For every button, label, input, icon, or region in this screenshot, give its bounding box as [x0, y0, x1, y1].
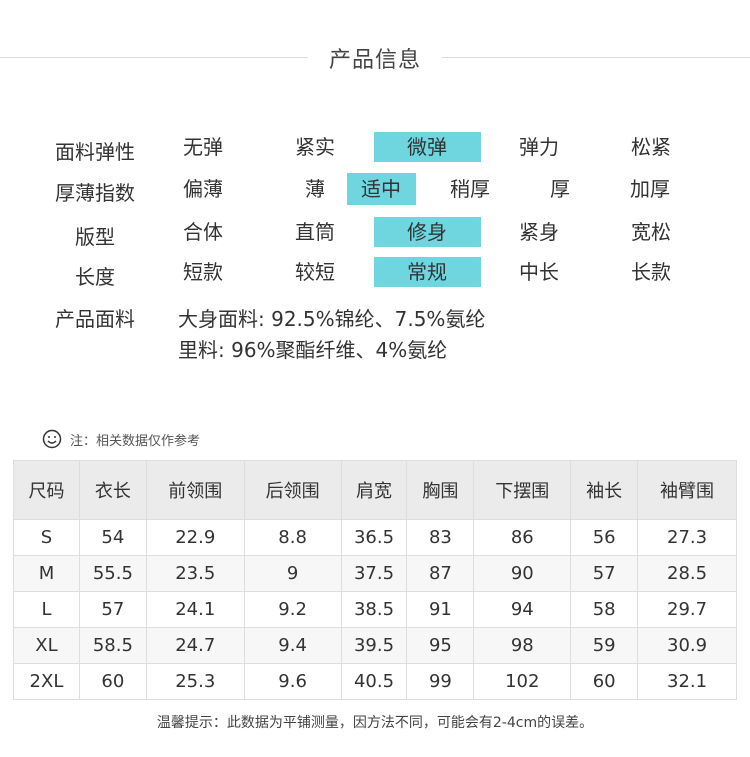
- attribute-option: 直筒: [295, 220, 335, 244]
- table-row: L 57 24.1 9.2 38.5 91 94 58 29.7: [13, 591, 737, 628]
- title-line-left: [0, 57, 308, 58]
- table-cell: 60: [78, 663, 147, 700]
- attribute-option: 中长: [519, 260, 559, 284]
- attribute-option-selected: 修身: [373, 217, 481, 247]
- table-cell: 9.6: [243, 663, 342, 700]
- table-cell: 99: [406, 663, 475, 700]
- attribute-option: 无弹: [183, 135, 223, 159]
- attribute-option: 较短: [295, 260, 335, 284]
- table-cell: 30.9: [637, 627, 737, 664]
- table-cell: 86: [473, 519, 572, 556]
- table-header-row: 尺码 衣长 前领围 后领围 肩宽 胸围 下摆围 袖长 袖臂围: [13, 460, 737, 520]
- table-cell: XL: [13, 627, 80, 664]
- table-cell: 9.4: [243, 627, 342, 664]
- table-cell: 58.5: [78, 627, 147, 664]
- table-cell: L: [13, 591, 80, 628]
- table-cell: 59: [570, 627, 639, 664]
- note: 注：相关数据仅作参考: [42, 429, 200, 449]
- table-cell: 25.3: [145, 663, 245, 700]
- attribute-option: 短款: [183, 260, 223, 284]
- table-cell: 24.7: [145, 627, 245, 664]
- attribute-option: 厚: [550, 177, 570, 201]
- table-cell: 94: [473, 591, 572, 628]
- table-row: 2XL 60 25.3 9.6 40.5 99 102 60 32.1: [13, 663, 737, 700]
- table-cell: 87: [406, 555, 475, 592]
- column-header: 后领围: [243, 460, 342, 520]
- fabric-line-1: 大身面料: 92.5%锦纶、7.5%氨纶: [178, 307, 486, 331]
- table-row: M 55.5 23.5 9 37.5 87 90 57 28.5: [13, 555, 737, 592]
- section-title: 产品信息: [328, 48, 421, 73]
- title-line-right: [442, 57, 750, 58]
- table-cell: 90: [473, 555, 572, 592]
- table-cell: 102: [473, 663, 572, 700]
- table-cell: 24.1: [145, 591, 245, 628]
- attribute-option: 偏薄: [183, 177, 223, 201]
- table-cell: 54: [78, 519, 147, 556]
- attribute-label: 长度: [75, 265, 115, 289]
- attribute-label: 厚薄指数: [55, 181, 135, 205]
- footer-tip: 温馨提示：此数据为平铺测量，因方法不同，可能会有2-4cm的误差。: [156, 715, 594, 731]
- table-cell: 38.5: [340, 591, 408, 628]
- column-header: 袖长: [570, 460, 639, 520]
- table-cell: 58: [570, 591, 639, 628]
- table-cell: S: [13, 519, 80, 556]
- fabric-label: 产品面料: [55, 307, 135, 331]
- table-cell: 91: [406, 591, 475, 628]
- column-header: 尺码: [13, 460, 80, 520]
- table-cell: 29.7: [637, 591, 737, 628]
- table-row: XL 58.5 24.7 9.4 39.5 95 98 59 30.9: [13, 627, 737, 664]
- column-header: 前领围: [145, 460, 245, 520]
- attribute-option: 宽松: [631, 220, 671, 244]
- table-cell: 95: [406, 627, 475, 664]
- attribute-option: 弹力: [519, 135, 559, 159]
- table-cell: 22.9: [145, 519, 245, 556]
- attribute-option: 松紧: [631, 135, 671, 159]
- column-header: 下摆围: [473, 460, 572, 520]
- size-table: 尺码 衣长 前领围 后领围 肩宽 胸围 下摆围 袖长 袖臂围 S 54 22.9 8.8 36.5 83 8…: [13, 460, 737, 700]
- table-cell: 8.8: [243, 519, 342, 556]
- table-cell: 9.2: [243, 591, 342, 628]
- column-header: 袖臂围: [637, 460, 737, 520]
- smiley-icon: [42, 429, 62, 449]
- attribute-option: 紧身: [519, 220, 559, 244]
- table-cell: 32.1: [637, 663, 737, 700]
- table-cell: 83: [406, 519, 475, 556]
- table-cell: 98: [473, 627, 572, 664]
- table-cell: 2XL: [13, 663, 80, 700]
- table-cell: 57: [570, 555, 639, 592]
- attribute-option: 加厚: [630, 177, 670, 201]
- attribute-option: 紧实: [295, 135, 335, 159]
- fabric-line-2: 里料: 96%聚酯纤维、4%氨纶: [178, 338, 448, 362]
- attribute-label: 面料弹性: [55, 140, 135, 164]
- attribute-option: 合体: [183, 220, 223, 244]
- table-cell: 57: [78, 591, 147, 628]
- column-header: 衣长: [78, 460, 147, 520]
- attribute-option-selected: 微弹: [373, 132, 481, 162]
- column-header: 肩宽: [340, 460, 408, 520]
- column-header: 胸围: [406, 460, 475, 520]
- table-cell: 9: [243, 555, 342, 592]
- table-cell: 37.5: [340, 555, 408, 592]
- attribute-option: 长款: [631, 260, 671, 284]
- table-cell: 60: [570, 663, 639, 700]
- table-cell: 36.5: [340, 519, 408, 556]
- attribute-label: 版型: [75, 225, 115, 249]
- table-cell: M: [13, 555, 80, 592]
- table-cell: 39.5: [340, 627, 408, 664]
- attribute-option: 薄: [305, 177, 325, 201]
- note-text: 注：相关数据仅作参考: [70, 433, 201, 449]
- table-cell: 55.5: [78, 555, 147, 592]
- attribute-option: 稍厚: [450, 177, 490, 201]
- attribute-option-selected: 适中: [346, 173, 416, 205]
- table-cell: 28.5: [637, 555, 737, 592]
- table-cell: 40.5: [340, 663, 408, 700]
- table-cell: 23.5: [145, 555, 245, 592]
- table-cell: 56: [570, 519, 639, 556]
- table-cell: 27.3: [637, 519, 737, 556]
- attribute-option-selected: 常规: [373, 257, 481, 287]
- table-row: S 54 22.9 8.8 36.5 83 86 56 27.3: [13, 519, 737, 556]
